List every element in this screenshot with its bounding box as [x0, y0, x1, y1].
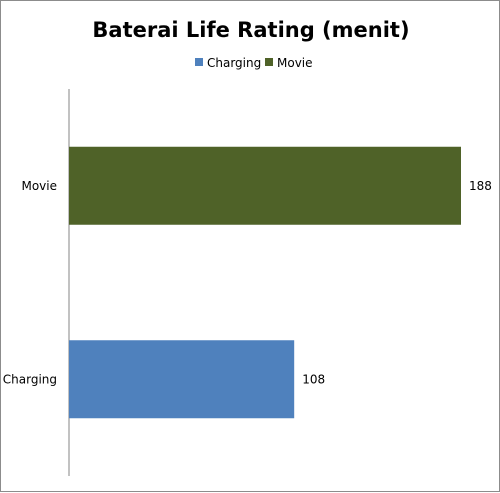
category-label-charging: Charging [3, 372, 57, 386]
chart-title: Baterai Life Rating (menit) [92, 18, 409, 42]
data-label-movie: 188 [469, 179, 492, 193]
legend-label-charging: Charging [207, 56, 261, 70]
data-label-charging: 108 [302, 372, 325, 386]
bar-charging [69, 340, 295, 419]
category-label-movie: Movie [21, 179, 57, 193]
bar-movie [69, 146, 461, 225]
legend-swatch-charging [195, 58, 203, 66]
legend: Charging Movie [195, 56, 313, 70]
legend-label-movie: Movie [277, 56, 313, 70]
legend-swatch-movie [265, 58, 273, 66]
plot-area: Charging 108 Movie 188 [3, 89, 492, 476]
